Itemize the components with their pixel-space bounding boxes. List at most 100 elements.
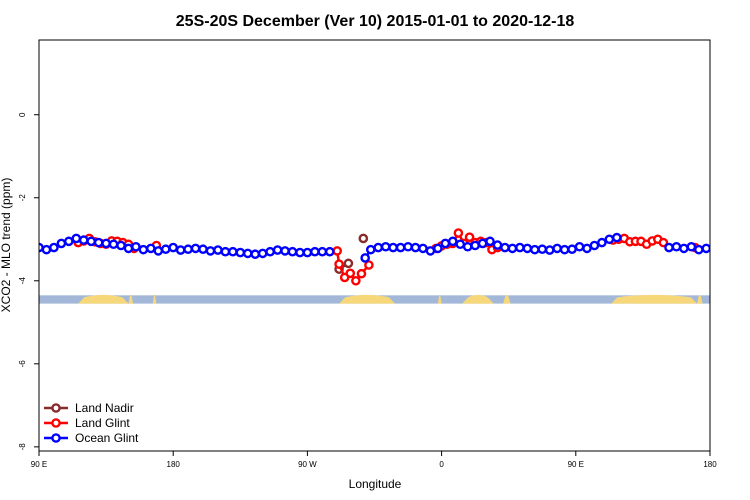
data-point [49,242,59,253]
data-point [272,245,283,255]
y-axis: 0 -2 -4 -6 -8 [18,112,39,450]
land-segment [503,294,511,304]
plot-frame [38,39,711,452]
x-tick-label: 90 W [298,460,317,469]
legend-item: Ocean Glint [44,431,139,445]
land-segment [78,294,129,304]
land-ocean-band [39,294,710,304]
data-point [433,243,443,254]
data-point [410,242,421,253]
data-point [582,243,592,254]
land-segment [339,294,396,304]
land-segment [696,294,703,304]
y-tick-label: -2 [18,194,27,202]
data-point [552,243,562,254]
data-point [365,244,376,255]
data-point [220,246,231,257]
legend-item: Land Nadir [44,401,134,415]
data-point [310,246,320,257]
legend-marker [51,418,61,428]
data-point [658,237,669,248]
data-point [146,243,156,254]
land-segment [152,294,157,304]
data-point [213,245,223,255]
data-point [589,240,600,251]
data-point [679,243,689,254]
data-point [507,243,518,254]
data-point [317,246,328,257]
data-point [86,236,96,247]
data-point [701,243,710,254]
data-point [250,249,261,260]
legend-item: Land Glint [44,416,130,430]
chart-title: 25S-20S December (Ver 10) 2015-01-01 to … [176,13,575,30]
data-point [574,241,585,252]
data-point [56,238,67,249]
data-point [529,244,540,255]
data-point [101,238,111,249]
data-point [116,240,126,251]
data-point [364,260,374,270]
legend-label: Ocean Glint [75,431,139,445]
data-point [131,241,141,252]
data-point [597,237,607,248]
data-point [612,232,622,243]
data-point [440,238,451,249]
land-segment [128,294,134,304]
data-point [168,242,178,253]
data-point [425,246,436,256]
y-tick-label: -6 [18,360,27,368]
x-axis: 90 E 180 90 W 0 90 E 180 [31,451,717,469]
data-point [64,236,74,247]
data-point [153,246,164,256]
x-tick-label: 180 [167,460,181,469]
data-point [477,238,488,249]
data-point [403,241,413,252]
data-point [71,233,82,244]
y-tick-label: -8 [18,443,27,451]
data-point [78,235,89,245]
legend-label: Land Glint [75,416,130,430]
legend-marker [51,403,61,413]
data-point [160,244,171,255]
data-point [265,246,275,257]
data-point [485,236,495,247]
data-point [388,242,398,253]
legend-marker [51,433,61,443]
x-tick-label: 90 E [31,460,47,469]
data-point [41,244,52,255]
data-point [395,242,406,253]
y-tick-label: 0 [18,112,27,117]
data-point [522,243,533,254]
data-point [356,268,367,279]
data-point [123,243,134,254]
data-point [464,232,475,242]
land-segment [462,294,494,304]
data-point [280,246,290,256]
data-point [664,242,674,253]
data-point [302,247,313,258]
data-point [537,244,548,255]
data-point [492,240,503,250]
data-point [332,246,343,256]
data-point [93,237,104,248]
x-tick-label: 180 [703,460,717,469]
data-point [235,247,246,258]
data-point [418,243,428,254]
data-point [380,241,391,252]
data-point [515,242,525,253]
data-point [257,248,268,259]
data-point [462,241,473,252]
y-axis-label: XCO2 - MLO trend (ppm) [0,178,13,313]
data-point [455,239,466,250]
x-tick-label: 90 E [568,460,584,469]
data-point [343,258,354,269]
data-point [205,246,216,256]
data-point [447,236,458,247]
data-point [358,233,369,244]
data-point [453,228,464,238]
data-point [228,246,238,257]
data-point [287,246,298,257]
